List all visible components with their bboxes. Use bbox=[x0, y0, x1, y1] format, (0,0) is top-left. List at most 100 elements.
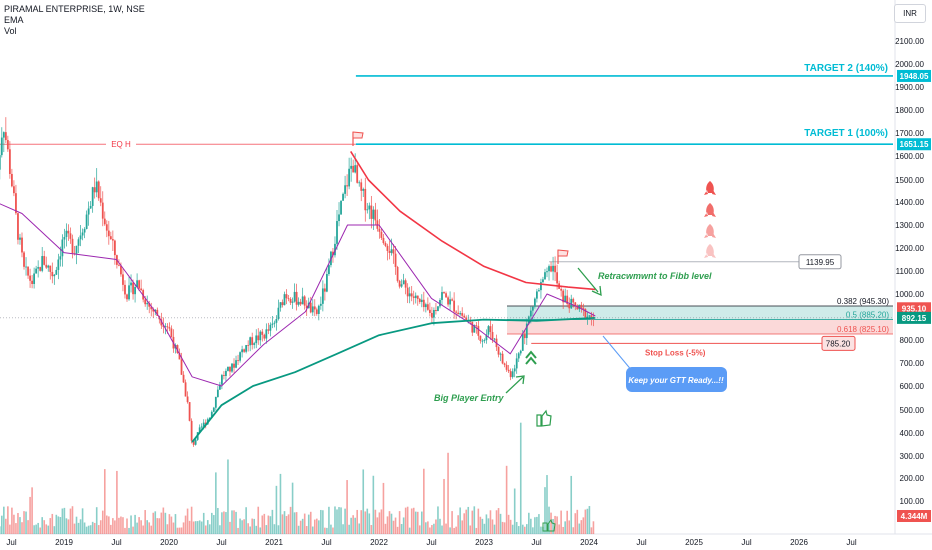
candle-body[interactable] bbox=[221, 375, 223, 385]
candle-body[interactable] bbox=[568, 303, 571, 309]
candle-body[interactable] bbox=[218, 384, 221, 390]
candle-body[interactable] bbox=[501, 353, 504, 364]
candle-body[interactable] bbox=[390, 249, 393, 253]
candle-body[interactable] bbox=[394, 253, 397, 267]
candle-body[interactable] bbox=[265, 329, 268, 339]
candle-body[interactable] bbox=[237, 360, 239, 361]
candle-body[interactable] bbox=[445, 293, 447, 298]
candle-body[interactable] bbox=[63, 236, 66, 240]
candle-body[interactable] bbox=[311, 306, 314, 313]
candle-body[interactable] bbox=[313, 306, 316, 310]
candle-body[interactable] bbox=[17, 213, 19, 240]
candle-body[interactable] bbox=[412, 296, 415, 298]
candle-body[interactable] bbox=[503, 363, 506, 365]
candle-body[interactable] bbox=[420, 299, 423, 302]
candle-body[interactable] bbox=[57, 259, 60, 270]
candle-body[interactable] bbox=[97, 181, 100, 199]
candle-body[interactable] bbox=[255, 335, 258, 344]
candle-body[interactable] bbox=[120, 265, 122, 275]
candle-body[interactable] bbox=[473, 325, 476, 333]
candle-body[interactable] bbox=[204, 422, 207, 425]
candle-body[interactable] bbox=[338, 214, 340, 222]
candle-body[interactable] bbox=[431, 312, 433, 318]
candle-body[interactable] bbox=[269, 324, 272, 331]
candle-body[interactable] bbox=[275, 319, 278, 323]
candle-body[interactable] bbox=[138, 280, 141, 289]
candle-body[interactable] bbox=[285, 294, 288, 299]
candle-body[interactable] bbox=[55, 269, 58, 275]
candle-body[interactable] bbox=[202, 422, 205, 427]
candle-body[interactable] bbox=[453, 300, 456, 312]
candle-body[interactable] bbox=[461, 313, 464, 316]
candle-body[interactable] bbox=[443, 292, 445, 294]
candle-body[interactable] bbox=[29, 275, 31, 281]
candle-body[interactable] bbox=[451, 299, 453, 301]
candle-body[interactable] bbox=[398, 280, 401, 287]
candle-body[interactable] bbox=[87, 208, 90, 215]
candle-body[interactable] bbox=[315, 309, 318, 314]
candle-body[interactable] bbox=[65, 230, 68, 237]
volume-indicator-label[interactable]: Vol bbox=[4, 26, 17, 36]
candle-body[interactable] bbox=[289, 299, 292, 303]
ema-line-3[interactable] bbox=[191, 317, 596, 443]
candle-body[interactable] bbox=[574, 302, 577, 306]
candle-body[interactable] bbox=[386, 245, 389, 251]
candle-body[interactable] bbox=[132, 282, 134, 295]
candle-body[interactable] bbox=[190, 420, 193, 441]
candle-body[interactable] bbox=[91, 187, 94, 206]
candle-body[interactable] bbox=[475, 325, 478, 327]
candle-body[interactable] bbox=[4, 132, 7, 141]
candle-body[interactable] bbox=[382, 237, 385, 244]
candle-body[interactable] bbox=[548, 266, 550, 272]
candle-body[interactable] bbox=[160, 319, 163, 326]
candle-body[interactable] bbox=[168, 327, 171, 329]
candle-body[interactable] bbox=[564, 295, 567, 303]
candle-body[interactable] bbox=[346, 185, 348, 187]
candle-body[interactable] bbox=[8, 149, 11, 174]
candle-body[interactable] bbox=[487, 326, 490, 335]
candle-body[interactable] bbox=[576, 305, 579, 310]
candle-body[interactable] bbox=[279, 302, 282, 308]
candle-body[interactable] bbox=[122, 274, 124, 285]
candle-body[interactable] bbox=[95, 181, 98, 193]
candle-body[interactable] bbox=[41, 256, 44, 271]
candle-body[interactable] bbox=[449, 299, 451, 305]
candle-body[interactable] bbox=[301, 296, 304, 305]
candle-body[interactable] bbox=[485, 334, 488, 341]
candle-body[interactable] bbox=[126, 294, 128, 300]
candle-body[interactable] bbox=[271, 323, 274, 325]
candle-body[interactable] bbox=[61, 239, 64, 257]
candle-body[interactable] bbox=[235, 360, 237, 368]
candle-body[interactable] bbox=[297, 301, 300, 305]
candle-body[interactable] bbox=[556, 272, 558, 284]
candle-body[interactable] bbox=[27, 266, 29, 276]
candle-body[interactable] bbox=[194, 439, 197, 445]
candle-body[interactable] bbox=[11, 173, 13, 187]
candle-body[interactable] bbox=[214, 396, 217, 408]
candle-body[interactable] bbox=[441, 292, 443, 300]
candle-body[interactable] bbox=[455, 311, 458, 313]
candle-body[interactable] bbox=[384, 243, 387, 246]
candle-body[interactable] bbox=[406, 287, 409, 297]
candle-body[interactable] bbox=[85, 214, 88, 229]
candle-body[interactable] bbox=[457, 312, 460, 315]
candle-body[interactable] bbox=[374, 209, 377, 221]
candle-body[interactable] bbox=[560, 288, 563, 291]
candle-body[interactable] bbox=[489, 326, 492, 332]
candle-body[interactable] bbox=[481, 340, 484, 342]
candle-body[interactable] bbox=[239, 352, 241, 361]
candle-body[interactable] bbox=[299, 301, 302, 305]
candle-body[interactable] bbox=[247, 345, 250, 346]
candle-body[interactable] bbox=[263, 334, 266, 339]
candle-body[interactable] bbox=[231, 363, 233, 372]
candle-body[interactable] bbox=[45, 264, 48, 268]
candle-body[interactable] bbox=[118, 264, 120, 266]
candle-body[interactable] bbox=[287, 298, 290, 300]
candle-body[interactable] bbox=[130, 282, 132, 286]
ema-line-2[interactable] bbox=[350, 150, 596, 291]
candle-body[interactable] bbox=[245, 345, 248, 352]
candle-body[interactable] bbox=[400, 284, 403, 287]
candle-body[interactable] bbox=[103, 218, 106, 225]
candle-body[interactable] bbox=[192, 440, 195, 445]
